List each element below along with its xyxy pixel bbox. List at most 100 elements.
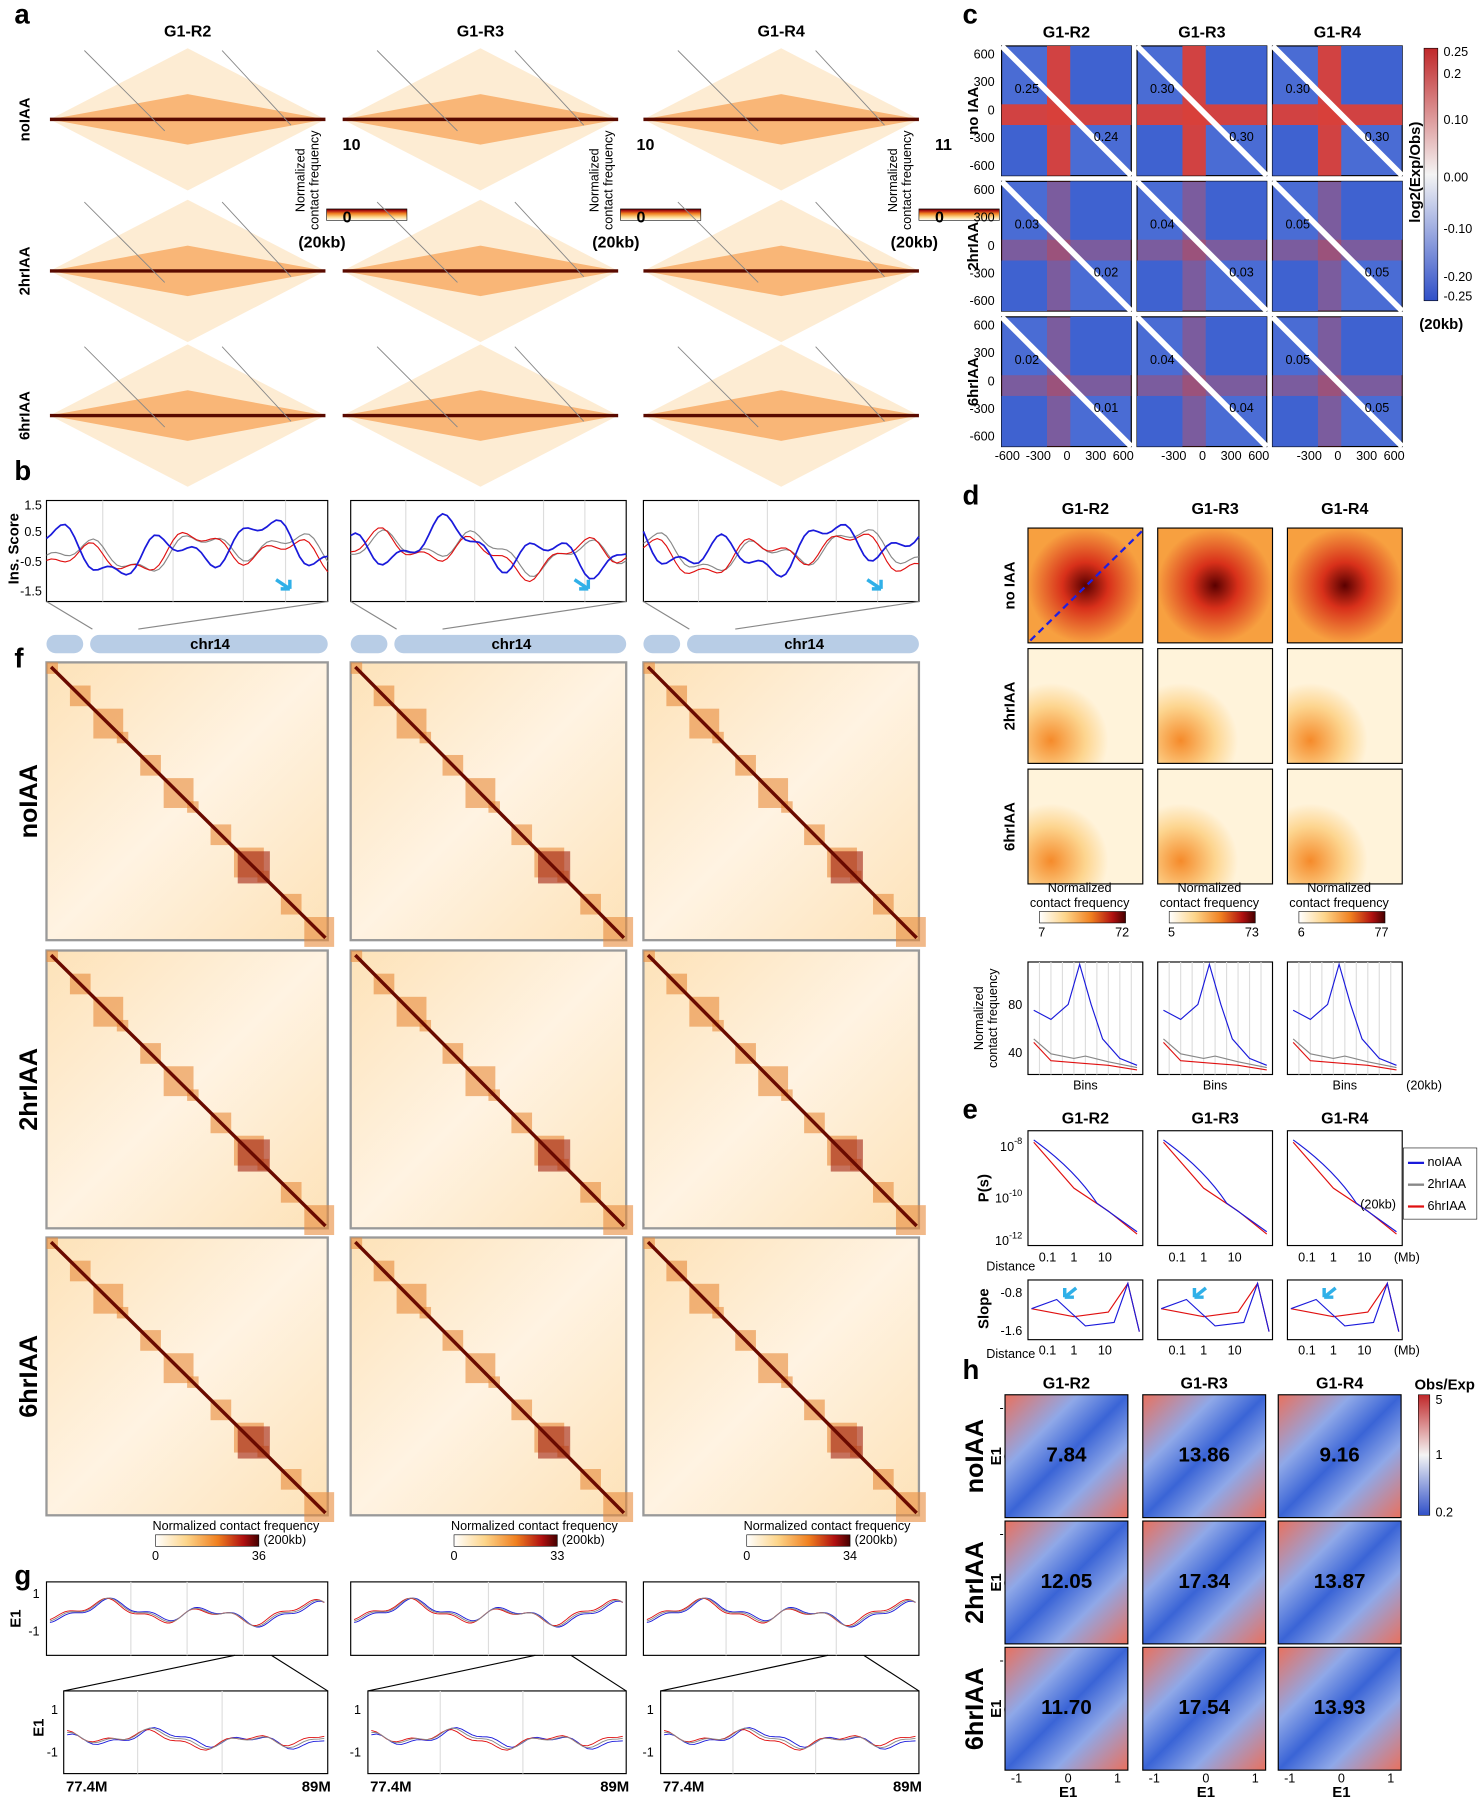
unit: (20kb) — [1406, 1078, 1442, 1092]
tick-label: 300 — [974, 210, 995, 224]
apa-square — [1070, 316, 1132, 376]
apa-square — [1137, 395, 1183, 447]
apa-square — [1137, 260, 1183, 312]
column-title: G1-R4 — [1321, 1110, 1368, 1128]
apa-band — [1317, 316, 1342, 447]
colorbar-min: 0 — [935, 208, 944, 226]
profile-line — [1163, 1041, 1267, 1071]
saddle-map — [1277, 1394, 1402, 1519]
diagonal — [999, 179, 1134, 314]
plot-frame — [1157, 1130, 1274, 1247]
axis-title: E1 — [988, 1700, 1005, 1718]
apa-square — [1341, 316, 1403, 376]
unit: (20kb) — [298, 234, 345, 252]
saddle-map — [1004, 1520, 1129, 1645]
tick-label: -1 — [1284, 1772, 1295, 1786]
tick-exp: -10 — [1009, 1188, 1022, 1198]
profile-line — [1292, 962, 1397, 1066]
axis-title: Bins — [1333, 1078, 1358, 1092]
zoom-lines — [367, 1654, 627, 1692]
unit: (Mb) — [1394, 1343, 1420, 1357]
axis-title: P(s) — [975, 1174, 992, 1202]
corner-value: 0.03 — [1015, 217, 1040, 231]
apa-band — [1182, 316, 1206, 447]
corner-value: 0.02 — [1094, 266, 1119, 280]
saddle-map — [1004, 1646, 1129, 1771]
slope-line — [1161, 1282, 1270, 1332]
tick-label: 1 — [1330, 1343, 1337, 1357]
row-label: no IAA — [1002, 561, 1019, 609]
saddle-map — [1004, 1394, 1129, 1519]
corner-value: 0.04 — [1229, 401, 1254, 415]
tick-label: -300 — [1297, 449, 1322, 463]
tick-label: 10-10 — [995, 1188, 1022, 1206]
corner-value: 0.30 — [1365, 130, 1390, 144]
diagonal — [1135, 43, 1269, 178]
domain-lines — [677, 346, 885, 428]
tick-label: 600 — [1113, 449, 1134, 463]
plot-frame — [1157, 1279, 1274, 1341]
arrow — [1322, 1286, 1337, 1299]
plot-frame — [367, 1690, 627, 1775]
colorbar-min: 7 — [1038, 926, 1045, 940]
tick-label: 300 — [974, 75, 995, 89]
colorbar-max: 11 — [935, 136, 952, 154]
colorbar-title: contact frequency — [900, 130, 914, 230]
column-title: G1-R2 — [1062, 1110, 1109, 1128]
colorbar-min: 0 — [451, 1549, 458, 1563]
saddle-map — [1142, 1394, 1267, 1519]
plot-frame — [1027, 1130, 1144, 1247]
slope-line — [1290, 1282, 1400, 1332]
tick-base: 10 — [995, 1234, 1009, 1248]
x-label: 77.4M — [370, 1778, 411, 1795]
colorbar-max: 10 — [343, 136, 361, 154]
e1-line — [49, 1597, 325, 1627]
tick-label: -300 — [969, 267, 994, 281]
saddle-strength: 13.93 — [1314, 1696, 1366, 1719]
column-title: G1-R3 — [1191, 1110, 1238, 1128]
colorbar — [620, 208, 702, 221]
profile-line — [1163, 962, 1267, 1066]
tick-label: 10 — [1098, 1343, 1112, 1357]
diagonal — [646, 953, 918, 1228]
tick-label: 0.25 — [1444, 45, 1469, 59]
saddle-strength: 7.84 — [1046, 1444, 1087, 1467]
domain-lines — [376, 201, 585, 283]
chromosome-label: chr14 — [492, 636, 532, 653]
saddle-strength: 13.86 — [1178, 1444, 1230, 1467]
tick-label: 10-12 — [995, 1231, 1022, 1249]
plot-frame — [660, 1690, 920, 1775]
tick-label: -600 — [969, 430, 994, 444]
colorbar-min: 0 — [152, 1549, 159, 1563]
tick-label: -300 — [969, 402, 994, 416]
profile-line — [1292, 1041, 1397, 1071]
plot-frame — [1286, 1279, 1403, 1341]
tick-label: 1 — [1200, 1343, 1207, 1357]
apa-map — [1286, 648, 1403, 764]
tick-label: -300 — [1026, 449, 1051, 463]
apa-square — [1272, 395, 1318, 447]
ins-line — [350, 529, 627, 577]
tick-label: 1.5 — [24, 499, 42, 513]
panel-label: c — [963, 0, 978, 29]
tick-label: -1 — [1011, 1772, 1022, 1786]
apa-square — [1001, 260, 1047, 312]
axis-title: Bins — [1203, 1078, 1228, 1092]
tick-label: -1 — [1149, 1772, 1160, 1786]
apa-square — [1001, 395, 1047, 447]
colorbar-title: Normalized — [1177, 881, 1241, 895]
column-title: G1-R2 — [1043, 1375, 1090, 1393]
arrow — [573, 578, 591, 591]
ins-line — [350, 527, 627, 583]
tick-label: 0.1 — [1168, 1250, 1186, 1264]
x-label: 89M — [600, 1778, 629, 1795]
tick-label: 1 — [1387, 1772, 1394, 1786]
zoom-lines — [350, 600, 627, 630]
panel-label: e — [963, 1094, 978, 1125]
corner-value: 0.03 — [1229, 266, 1254, 280]
colorbar — [155, 1534, 260, 1547]
tick-label: 0 — [1065, 1772, 1072, 1786]
legend-label: noIAA — [1427, 1155, 1462, 1169]
tick-label: 0 — [1338, 1772, 1345, 1786]
ins-line — [642, 523, 920, 578]
